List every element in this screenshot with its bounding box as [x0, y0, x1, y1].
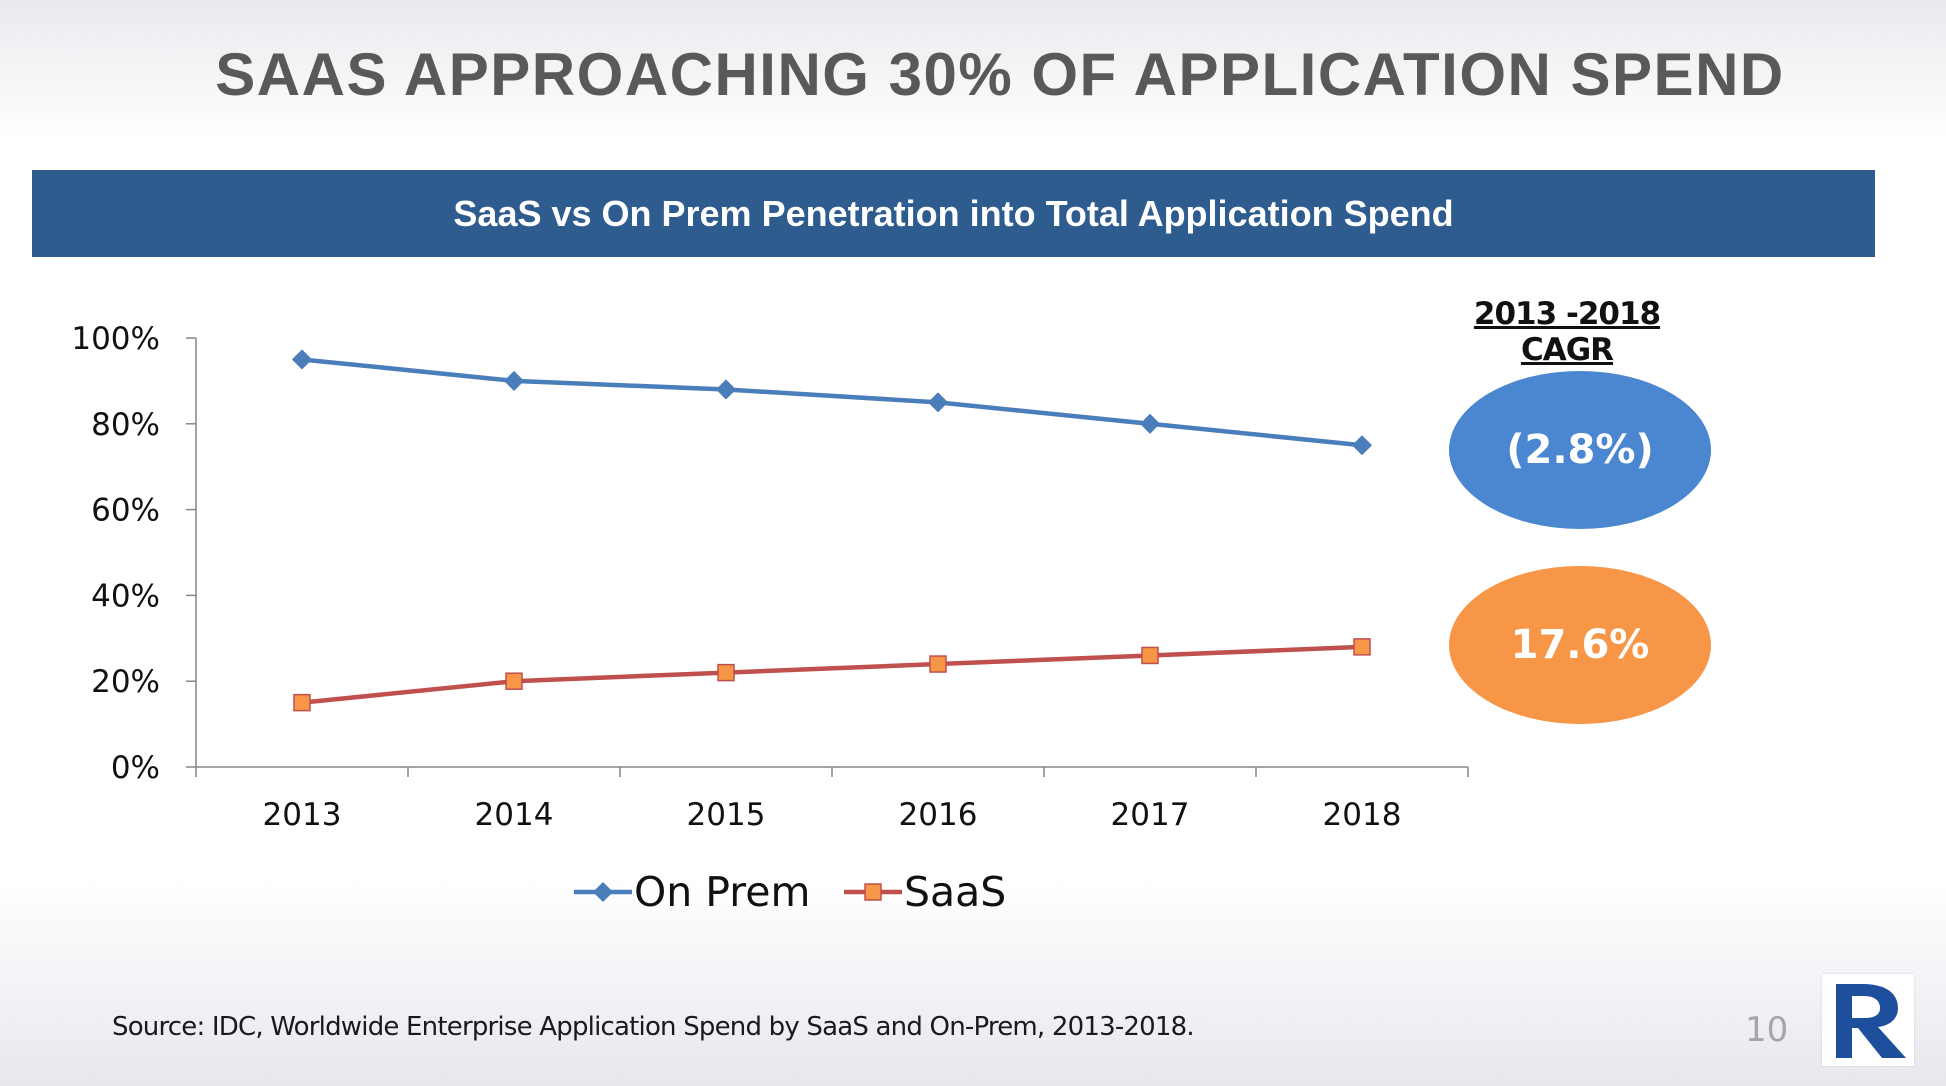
cagr-heading: 2013 -2018 CAGR: [1473, 296, 1661, 368]
x-tick-label: 2015: [687, 797, 766, 833]
saas-series-line: [301, 644, 1363, 705]
r-monogram-logo-icon: [1822, 974, 1914, 1066]
y-tick-label: 60%: [91, 493, 160, 529]
on-prem-data-point: [927, 392, 949, 413]
saas-data-point: [1141, 646, 1159, 665]
page-number: 10: [1745, 1010, 1789, 1050]
saas-legend-marker: [864, 883, 882, 901]
saas-legend-label: SaaS: [904, 868, 1006, 916]
on-prem-data-point: [1139, 413, 1161, 434]
on-prem-data-point: [503, 370, 525, 391]
x-tick-label: 2016: [899, 797, 978, 833]
saas-data-point: [1353, 638, 1371, 656]
on-prem-legend-label: On Prem: [634, 868, 810, 916]
saas-data-point: [929, 655, 947, 673]
saas-cagr-badge: 17.6%: [1449, 566, 1711, 724]
on-prem-series-line: [301, 357, 1363, 448]
y-tick-label: 80%: [91, 407, 160, 443]
x-tick-label: 2013: [263, 797, 342, 833]
on-prem-legend-marker: [592, 881, 614, 903]
y-tick-label: 40%: [91, 578, 160, 614]
on-prem-data-point: [715, 379, 737, 400]
x-tick-label: 2017: [1111, 797, 1190, 833]
x-tick-label: 2014: [475, 797, 554, 833]
banner-text: SaaS vs On Prem Penetration into Total A…: [453, 192, 1454, 234]
on-prem-cagr-badge: (2.8%): [1449, 371, 1711, 529]
y-tick-label: 100%: [71, 321, 160, 357]
saas-data-point: [717, 663, 735, 682]
on-prem-cagr-value: (2.8%): [1506, 427, 1654, 473]
saas-data-point: [293, 693, 311, 712]
saas-data-point: [505, 672, 523, 690]
x-tick-label: 2018: [1323, 797, 1402, 833]
saas-cagr-value: 17.6%: [1510, 622, 1650, 668]
on-prem-data-point: [291, 349, 313, 370]
slide-title: SAAS APPROACHING 30% OF APPLICATION SPEN…: [215, 41, 1785, 108]
chart-banner: SaaS vs On Prem Penetration into Total A…: [32, 170, 1875, 257]
y-tick-label: 0%: [111, 750, 160, 786]
on-prem-data-point: [1351, 435, 1373, 456]
source-note: Source: IDC, Worldwide Enterprise Applic…: [112, 1012, 1195, 1042]
y-tick-label: 20%: [91, 664, 160, 700]
